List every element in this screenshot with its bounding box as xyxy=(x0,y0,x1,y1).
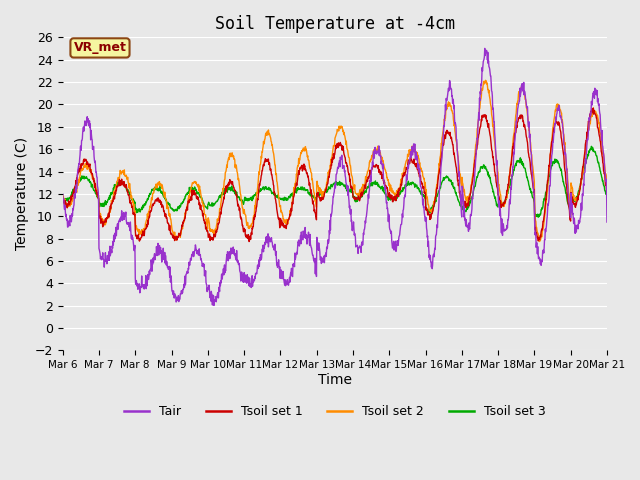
X-axis label: Time: Time xyxy=(318,373,352,387)
Legend: Tair, Tsoil set 1, Tsoil set 2, Tsoil set 3: Tair, Tsoil set 1, Tsoil set 2, Tsoil se… xyxy=(118,400,551,423)
Y-axis label: Temperature (C): Temperature (C) xyxy=(15,137,29,251)
Title: Soil Temperature at -4cm: Soil Temperature at -4cm xyxy=(215,15,455,33)
Text: VR_met: VR_met xyxy=(74,41,127,54)
